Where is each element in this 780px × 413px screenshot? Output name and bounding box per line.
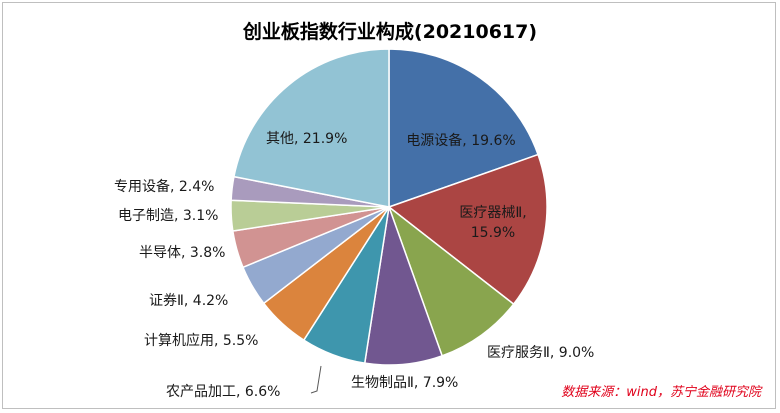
pie-chart: 电源设备, 19.6% 医疗器械Ⅱ, 15.9% 医疗服务Ⅱ, 9.0% 生物制品Ⅱ, … (114, 48, 594, 400)
slice-label-5: 农产品加工, 6.6% (166, 384, 280, 400)
chart-title: 创业板指数行业构成(20210617) (242, 21, 538, 43)
slice-label-3: 医疗服务Ⅱ, 9.0% (487, 345, 594, 361)
slice-label-2: 医疗器械Ⅱ, 15.9% (459, 205, 526, 241)
slice-label-11: 其他, 21.9% (266, 131, 347, 147)
source-note: 数据来源：wind，苏宁金融研究院 (561, 385, 761, 400)
leader-line (310, 365, 322, 394)
pie-slice-2 (387, 153, 548, 306)
pie-slice-11 (233, 48, 390, 208)
pie-slice-3 (387, 204, 515, 357)
slice-label-8: 半导体, 3.8% (139, 245, 225, 261)
slice-label-4: 生物制品Ⅱ, 7.9% (351, 375, 458, 391)
slice-label-10: 专用设备, 2.4% (114, 178, 214, 195)
slice-label-7: 证券Ⅱ, 4.2% (149, 293, 228, 309)
slice-label-1: 电源设备, 19.6% (406, 132, 515, 149)
chart-frame: 创业板指数行业构成(20210617) 电源设备, 19.6% 医疗器械Ⅱ, 15.… (2, 2, 776, 409)
slice-label-6: 计算机应用, 5.5% (144, 332, 258, 349)
slice-label-9: 电子制造, 3.1% (118, 208, 218, 224)
